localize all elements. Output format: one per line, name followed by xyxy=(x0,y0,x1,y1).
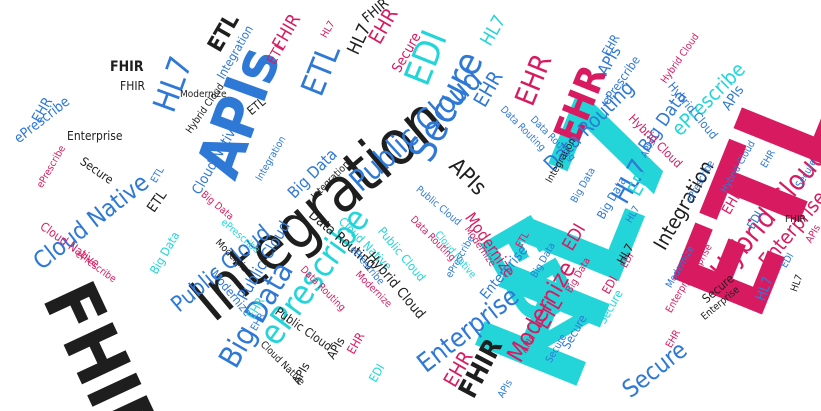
word-fhir: FHIR xyxy=(120,79,146,93)
word-hl7: HL7 xyxy=(145,51,201,117)
word-ehr: EHR xyxy=(344,330,368,357)
word-hl7: HL7 xyxy=(319,19,338,40)
word-etl: ETL xyxy=(149,165,167,185)
word-apis: APIs xyxy=(443,153,491,201)
word-hl7: HL7 xyxy=(476,11,511,50)
word-fhir: FHIR xyxy=(110,59,144,75)
word-enterprise: Enterprise xyxy=(67,129,123,143)
word-modernize: Modernize xyxy=(180,89,227,100)
word-edi: EDI xyxy=(366,361,388,385)
word-eprescribe: ePrescribe xyxy=(35,143,69,190)
word-fhir: FHIR xyxy=(25,269,179,411)
word-hybrid-cloud: Hybrid Cloud xyxy=(659,31,702,86)
word-fhir: FHIR xyxy=(785,214,806,225)
word-apis: APIs xyxy=(496,378,516,400)
word-hl7: HL7 xyxy=(343,20,376,59)
word-etl: ETL xyxy=(293,38,348,102)
word-big-data: Big Data xyxy=(198,189,236,223)
word-big-data: Big Data xyxy=(147,229,183,277)
word-secure: Secure xyxy=(77,154,116,187)
